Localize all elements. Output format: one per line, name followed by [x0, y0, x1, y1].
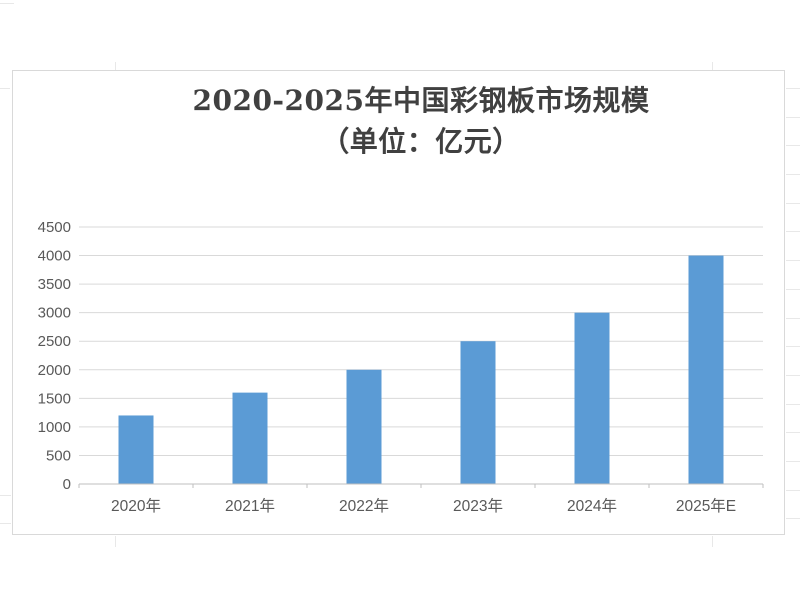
sheet-gridline-fragment [786, 318, 800, 319]
y-axis-label: 3000 [38, 305, 71, 322]
bar-2024年[interactable] [574, 312, 610, 484]
sheet-gridline-fragment [712, 536, 713, 547]
y-axis-label: 1500 [38, 390, 71, 407]
x-axis-label: 2025年E [676, 497, 736, 515]
sheet-gridline-fragment [786, 260, 800, 261]
y-axis-label: 3500 [38, 276, 71, 293]
bar-2025年E[interactable] [688, 255, 724, 484]
bar-2021年[interactable] [232, 392, 268, 484]
sheet-gridline-fragment [0, 495, 11, 496]
x-axis-label: 2022年 [339, 497, 389, 515]
sheet-gridline-fragment [786, 145, 800, 146]
sheet-gridline-fragment [786, 461, 800, 462]
plot-area: 0 500 1000 1500 2000 2500 3000 3500 4000 4500 2020… [38, 219, 764, 515]
chart-title-line1: 2020-2025年中国彩钢板市场规模 [192, 84, 650, 117]
x-axis-label: 2021年 [225, 497, 275, 515]
sheet-gridline-fragment [786, 490, 800, 491]
y-axis-label: 4500 [38, 219, 71, 236]
sheet-gridline-fragment [786, 375, 800, 376]
sheet-gridline-fragment [786, 432, 800, 433]
sheet-gridline-fragment [115, 536, 116, 547]
sheet-gridline-fragment [786, 404, 800, 405]
sheet-gridline-fragment [786, 88, 800, 89]
x-axis-label: 2024年 [567, 497, 617, 515]
chart-object[interactable]: 2020-2025年中国彩钢板市场规模 （单位：亿元） 0 500 1000 1500… [12, 70, 785, 535]
y-axis-label: 1000 [38, 419, 71, 436]
y-axis-label: 2000 [38, 362, 71, 379]
sheet-gridline-fragment [786, 346, 800, 347]
x-axis-label: 2020年 [111, 497, 161, 515]
sheet-gridline-fragment [115, 62, 116, 70]
y-axis-label: 4000 [38, 248, 71, 265]
y-axis-label: 2500 [38, 333, 71, 350]
sheet-gridline-fragment [0, 523, 11, 524]
bar-2023年[interactable] [460, 341, 496, 484]
sheet-gridline-fragment [786, 518, 800, 519]
y-axis-label: 0 [63, 476, 71, 493]
x-axis-label: 2023年 [453, 497, 503, 515]
sheet-gridline-fragment [0, 3, 14, 4]
bar-2022年[interactable] [346, 369, 382, 484]
sheet-gridline-fragment [786, 231, 800, 232]
sheet-gridline-fragment [0, 88, 10, 89]
sheet-gridline-fragment [786, 203, 800, 204]
sheet-gridline-fragment [712, 62, 713, 70]
bar-2020年[interactable] [118, 415, 154, 484]
sheet-gridline-fragment [786, 174, 800, 175]
sheet-gridline-fragment [786, 289, 800, 290]
chart-title-line2: （单位：亿元） [321, 125, 521, 158]
sheet-gridline-fragment [786, 117, 800, 118]
y-axis-label: 500 [46, 447, 71, 464]
chart-title: 2020-2025年中国彩钢板市场规模 （单位：亿元） [79, 80, 763, 162]
